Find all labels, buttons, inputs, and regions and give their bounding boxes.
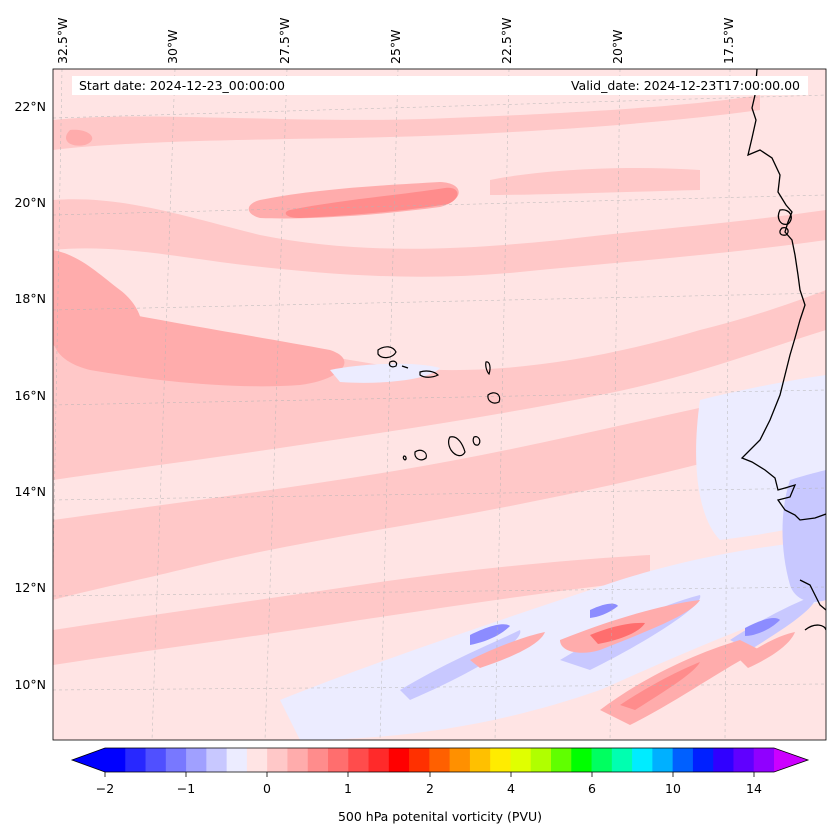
colorbar-segment xyxy=(713,748,734,772)
colorbar-segment xyxy=(652,748,674,772)
colorbar-title: 500 hPa potenital vorticity (PVU) xyxy=(338,809,542,824)
cb-tick-label: −1 xyxy=(177,781,195,796)
colorbar-segment xyxy=(551,748,572,772)
colorbar-segment xyxy=(287,748,309,772)
colorbar-segment xyxy=(307,748,329,772)
colorbar-segment xyxy=(226,748,248,772)
coastline xyxy=(740,69,826,631)
lat-label-10n: 10°N xyxy=(14,677,46,692)
cb-tick-label: 4 xyxy=(507,781,515,796)
colorbar-segment xyxy=(206,748,228,772)
cape-verde-islands xyxy=(377,346,501,461)
lon-label-25w: 25°W xyxy=(388,29,403,64)
start-date-label: Start date: 2024-12-23_00:00:00 xyxy=(79,78,285,93)
map-frame xyxy=(52,68,827,741)
colorbar-segment xyxy=(348,748,370,772)
colorbar-segment xyxy=(246,748,268,772)
lat-label-12n: 12°N xyxy=(14,580,46,595)
colorbar-ticks xyxy=(104,772,755,777)
colorbar-segment xyxy=(469,748,491,772)
lat-label-14n: 14°N xyxy=(14,484,46,499)
colorbar-segment xyxy=(449,748,471,772)
lat-label-16n: 16°N xyxy=(14,388,46,403)
colorbar-extend-max xyxy=(774,748,808,772)
lon-label-22-5w: 22.5°W xyxy=(499,18,514,64)
colorbar-segment xyxy=(429,748,451,772)
colorbar-tick-labels: −2 −1 0 1 2 4 6 10 14 xyxy=(96,781,762,796)
pv-contours-strong-positive xyxy=(285,187,458,218)
colorbar-segment xyxy=(145,748,167,772)
colorbar-segment xyxy=(165,748,187,772)
cb-tick-label: 14 xyxy=(746,781,762,796)
cb-tick-label: 0 xyxy=(263,781,271,796)
colorbar-segment xyxy=(510,748,532,772)
colorbar-segment xyxy=(388,748,410,772)
gridlines xyxy=(53,69,826,740)
colorbar-segment xyxy=(571,748,593,772)
pv-contours-south-positive xyxy=(470,600,795,725)
colorbar-segment xyxy=(490,748,511,772)
colorbar-segment xyxy=(733,748,755,772)
colorbar-segment xyxy=(692,748,714,772)
cb-tick-label: 6 xyxy=(588,781,596,796)
lat-label-22n: 22°N xyxy=(14,99,46,114)
map-panel[interactable]: Start date: 2024-12-23_00:00:00 Valid_da… xyxy=(50,69,826,740)
colorbar-segment xyxy=(632,748,653,772)
colorbar-segment xyxy=(611,748,633,772)
colorbar-segment xyxy=(672,748,694,772)
valid-date-label: Valid_date: 2024-12-23T17:00:00.00 xyxy=(571,78,800,93)
colorbar-segment xyxy=(328,748,349,772)
cb-tick-label: 2 xyxy=(426,781,434,796)
colorbar-segment xyxy=(105,748,126,772)
lon-label-30w: 30°W xyxy=(165,29,180,64)
lat-label-18n: 18°N xyxy=(14,291,46,306)
lat-label-20n: 20°N xyxy=(14,195,46,210)
colorbar-extend-min xyxy=(72,748,105,772)
colorbar-segment xyxy=(753,748,775,772)
colorbar-segment xyxy=(125,748,147,772)
colorbar-segment xyxy=(591,748,613,772)
cb-tick-label: 10 xyxy=(665,781,681,796)
lon-label-20w: 20°W xyxy=(610,29,625,64)
lon-label-27-5w: 27.5°W xyxy=(277,18,292,64)
colorbar-segment xyxy=(409,748,430,772)
colorbar: −2 −1 0 1 2 4 6 10 14 500 hPa potenital … xyxy=(70,747,810,824)
lon-label-17-5w: 17.5°W xyxy=(721,18,736,64)
cb-tick-label: −2 xyxy=(96,781,114,796)
colorbar-segment xyxy=(267,748,288,772)
date-info-box xyxy=(72,76,808,95)
colorbar-segment xyxy=(368,748,390,772)
colorbar-segments xyxy=(105,748,775,772)
latitude-labels: 22°N 20°N 18°N 16°N 14°N 12°N 10°N xyxy=(14,99,46,692)
longitude-labels: 32.5°W 30°W 27.5°W 25°W 22.5°W 20°W 17.5… xyxy=(55,18,736,64)
colorbar-segment xyxy=(530,748,552,772)
lon-label-32-5w: 32.5°W xyxy=(55,18,70,64)
colorbar-segment xyxy=(186,748,207,772)
cb-tick-label: 1 xyxy=(344,781,352,796)
pv-contours-strong-negative xyxy=(470,603,780,645)
pv-contours-light-positive xyxy=(53,95,826,665)
